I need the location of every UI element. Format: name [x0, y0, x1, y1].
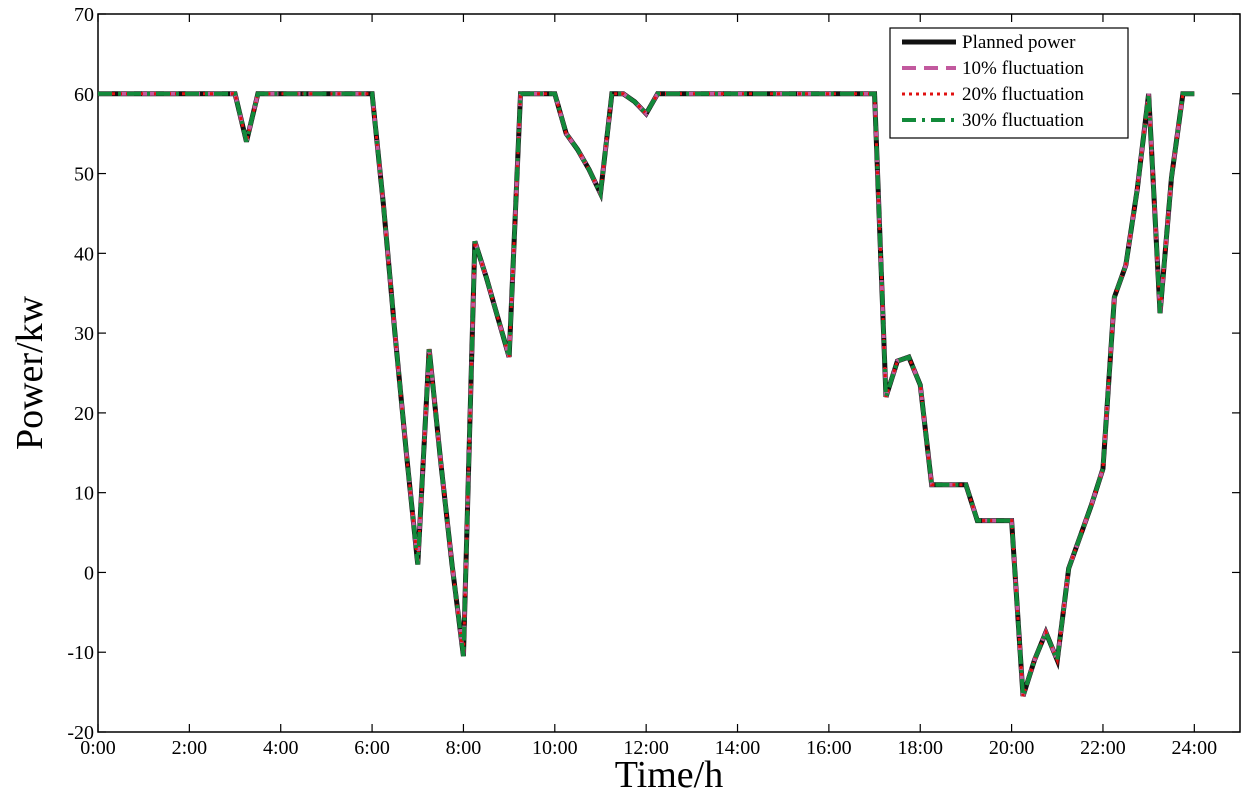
y-tick-label: 60: [74, 84, 94, 106]
y-tick-label: -20: [67, 722, 94, 744]
legend-box: [889, 27, 1129, 139]
x-tick-label: 4:00: [263, 737, 299, 759]
y-tick-label: -10: [67, 642, 94, 664]
x-tick-label: 22:00: [1080, 737, 1126, 759]
x-tick-label: 10:00: [532, 737, 578, 759]
series-lines: [98, 91, 1195, 697]
y-axis-title: Power/kw: [9, 295, 51, 450]
x-tick-label: 6:00: [354, 737, 390, 759]
legend-label: Planned power: [962, 32, 1076, 53]
y-tick-label: 70: [74, 4, 94, 26]
y-tick-label: 20: [74, 403, 94, 425]
legend-label: 30% fluctuation: [962, 110, 1084, 131]
x-tick-label: 24:00: [1172, 737, 1218, 759]
x-axis-ticks: 0:00 2:00 4:00 6:00 8:00 10:00 12:00 14:00 16:00…: [80, 14, 1217, 759]
x-tick-label: 18:00: [897, 737, 943, 759]
y-tick-label: 50: [74, 164, 94, 186]
legend: Planned power 10% fluctuation 20% fluctuat…: [889, 27, 1129, 139]
legend-label: 10% fluctuation: [962, 58, 1084, 79]
y-tick-label: 0: [84, 562, 94, 584]
legend-label: 20% fluctuation: [962, 84, 1084, 105]
x-tick-label: 0:00: [80, 737, 116, 759]
x-tick-label: 8:00: [446, 737, 482, 759]
y-tick-label: 10: [74, 483, 94, 505]
x-tick-label: 16:00: [806, 737, 852, 759]
y-axis-ticks: -20 -10 0 10 20 30 40 50 60 70: [67, 4, 1240, 744]
x-axis-title: Time/h: [615, 754, 723, 796]
y-tick-label: 30: [74, 323, 94, 345]
y-tick-label: 40: [74, 243, 94, 265]
series-line-20-fluctuation: [98, 92, 1195, 697]
x-tick-label: 14:00: [715, 737, 761, 759]
x-tick-label: 20:00: [989, 737, 1035, 759]
x-tick-label: 12:00: [623, 737, 669, 759]
x-tick-label: 2:00: [172, 737, 208, 759]
